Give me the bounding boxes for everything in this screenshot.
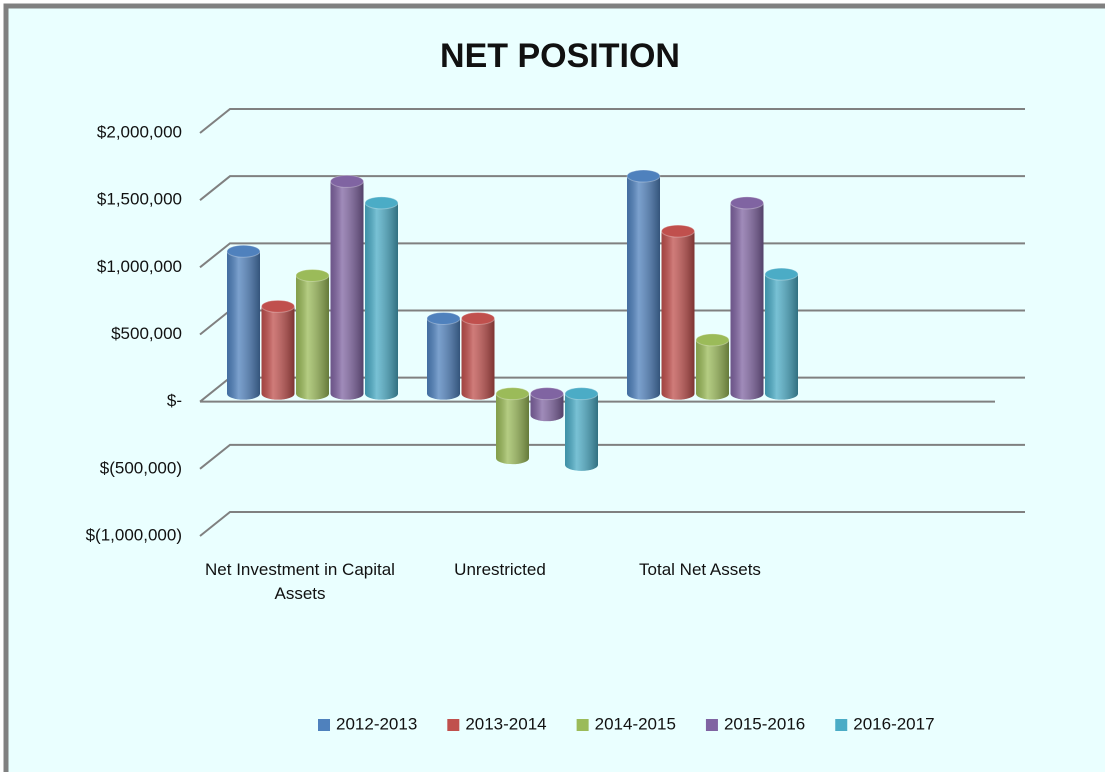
bar (530, 387, 564, 422)
y-tick-label: $- (167, 391, 182, 410)
legend-label: 2016-2017 (853, 714, 934, 733)
bar-shade (661, 231, 695, 400)
bar (764, 267, 799, 400)
bar-shade (730, 202, 764, 400)
bar-cap (764, 267, 799, 281)
bar (495, 387, 530, 465)
bar-cap (626, 169, 661, 183)
legend-swatch (576, 719, 589, 731)
bar (461, 311, 495, 400)
x-tick-label: Unrestricted (454, 560, 546, 579)
legend-swatch (318, 719, 330, 731)
grid-line (199, 108, 1025, 134)
y-tick-label: $500,000 (111, 324, 182, 343)
bar-shade (765, 274, 798, 400)
bar-cap (226, 244, 261, 258)
bar-shade (296, 275, 329, 400)
y-tick-label: $1,500,000 (97, 190, 182, 209)
legend-label: 2013-2014 (465, 714, 546, 733)
bar (226, 244, 261, 400)
bar-shade (261, 306, 295, 400)
bar (730, 196, 764, 400)
bar-shade (461, 318, 495, 400)
bar-cap (530, 387, 564, 401)
bar (661, 224, 695, 400)
bar (364, 196, 399, 400)
bar (564, 387, 599, 471)
bar (426, 311, 461, 400)
grid-line (199, 175, 1025, 201)
grid-line (199, 443, 1025, 470)
bar (695, 333, 730, 400)
bar-shade (427, 318, 460, 400)
bar-shade (365, 202, 398, 400)
bar-shade (530, 393, 564, 422)
bar-cap (261, 299, 295, 313)
y-tick-label: $2,000,000 (97, 122, 182, 141)
bar (261, 299, 295, 400)
legend-swatch (447, 719, 460, 731)
bar-shade (565, 393, 598, 471)
y-tick-label: $(1,000,000) (86, 525, 182, 544)
x-tick-label: Total Net Assets (639, 560, 761, 579)
y-tick-label: $1,000,000 (97, 257, 182, 276)
y-tick-label: $(500,000) (100, 458, 182, 477)
bar (330, 174, 364, 400)
bar (626, 169, 661, 400)
bar-cap (461, 311, 495, 325)
legend-label: 2012-2013 (336, 714, 417, 733)
legend-swatch (705, 719, 718, 731)
legend-label: 2015-2016 (724, 714, 805, 733)
bar-cap (730, 196, 764, 210)
bar-shade (696, 339, 729, 400)
bar (295, 268, 330, 400)
bar-cap (330, 174, 364, 188)
bar-cap (295, 268, 330, 282)
legend-label: 2014-2015 (595, 714, 676, 733)
bar-cap (364, 196, 399, 210)
bar-shade (330, 181, 364, 400)
bar-cap (661, 224, 695, 238)
bar-cap (495, 387, 530, 401)
bar-cap (564, 387, 599, 401)
bar-shade (627, 176, 660, 400)
x-tick-label: Net Investment in Capital Assets (205, 560, 395, 603)
grid-line (199, 511, 1025, 537)
chart-title: NET POSITION (440, 37, 680, 75)
bar-cap (426, 311, 461, 325)
bar-shade (227, 251, 260, 400)
bar-cap (695, 333, 730, 347)
legend-swatch (835, 719, 848, 731)
bar-shade (496, 393, 529, 465)
